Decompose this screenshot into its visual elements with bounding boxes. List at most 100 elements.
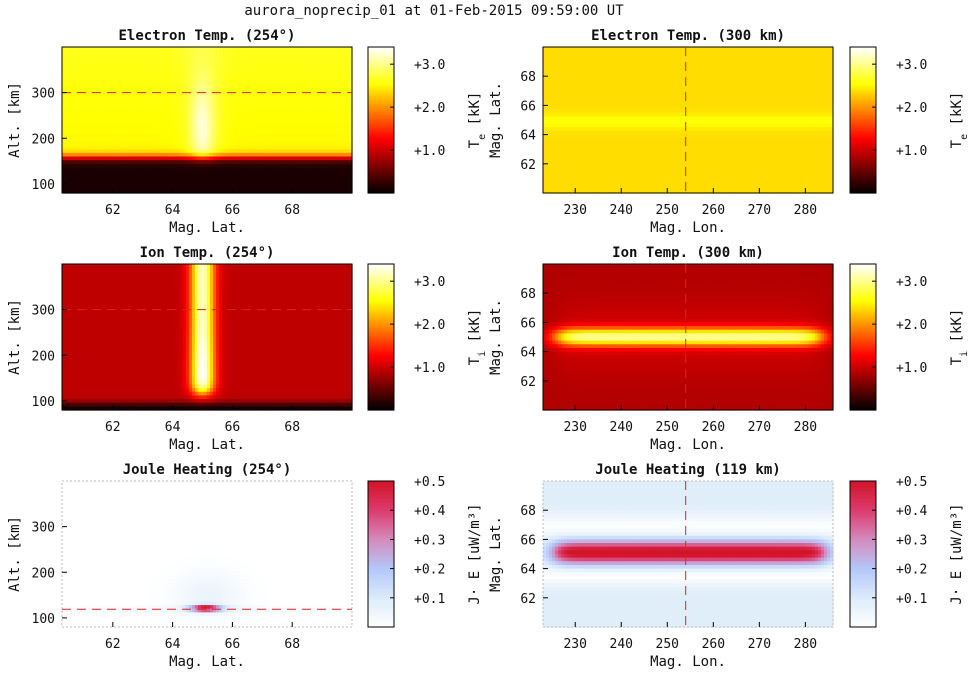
- heatmap-cell: [71, 105, 75, 110]
- heatmap-cell: [185, 163, 190, 169]
- heatmap-cell: [158, 54, 163, 59]
- heatmap-cell: [125, 171, 130, 176]
- heatmap-cell: [294, 57, 299, 63]
- heatmap-cell: [333, 54, 338, 59]
- heatmap-cell: [306, 152, 311, 158]
- heatmap-cell: [95, 149, 99, 154]
- heatmap-cell: [324, 171, 329, 176]
- heatmap-cell: [110, 178, 114, 183]
- heatmap-cell: [89, 134, 93, 139]
- heatmap-cell: [273, 120, 278, 125]
- heatmap-cell: [101, 76, 105, 81]
- heatmap-cell: [188, 171, 193, 176]
- heatmap-cell: [62, 61, 66, 66]
- heatmap-cell: [131, 127, 136, 132]
- heatmap-cell: [315, 141, 320, 147]
- heatmap-cell: [213, 109, 217, 114]
- heatmap-cell: [300, 138, 305, 143]
- heatmap-cell: [291, 120, 296, 125]
- heatmap-cell: [140, 149, 145, 154]
- heatmap-cell: [297, 123, 302, 128]
- heatmap-cell: [137, 47, 142, 52]
- heatmap-cell: [203, 134, 208, 139]
- heatmap-cell: [77, 127, 81, 132]
- heatmap-cell: [134, 130, 139, 136]
- heatmap-cell: [267, 141, 272, 147]
- heatmap-cell: [146, 54, 151, 59]
- heatmap-cell: [339, 57, 344, 63]
- heatmap-cell: [345, 50, 350, 55]
- heatmap-cell: [92, 178, 96, 183]
- heatmap-cell: [119, 182, 124, 187]
- heatmap-cell: [315, 57, 320, 63]
- heatmap-cell: [149, 79, 154, 85]
- heatmap-cell: [333, 149, 338, 154]
- heatmap-cell: [161, 98, 166, 103]
- heatmap-cell: [179, 178, 184, 183]
- heatmap-cell: [179, 109, 184, 114]
- heatmap-cell: [134, 167, 139, 172]
- heatmap-cell: [197, 160, 202, 165]
- heatmap-cell: [246, 116, 250, 121]
- heatmap-cell: [348, 152, 353, 158]
- heatmap-cell: [173, 174, 178, 179]
- heatmap-cell: [228, 149, 232, 154]
- heatmap-cell: [219, 149, 223, 154]
- heatmap-cell: [276, 130, 281, 136]
- heatmap-cell: [164, 47, 169, 52]
- colorbar-tick-label: +1.0: [414, 144, 445, 159]
- heatmap-cell: [173, 149, 178, 154]
- heatmap-cell: [312, 109, 317, 114]
- heatmap-cell: [185, 149, 190, 154]
- heatmap-cell: [306, 174, 311, 179]
- heatmap-cell: [219, 98, 223, 103]
- heatmap-cell: [158, 171, 163, 176]
- heatmap-cell: [288, 182, 293, 187]
- heatmap-cell: [312, 116, 317, 121]
- heatmap-cell: [167, 178, 172, 183]
- heatmap-cell: [173, 156, 178, 161]
- heatmap-cell: [225, 134, 229, 139]
- heatmap-cell: [249, 178, 253, 183]
- heatmap-cell: [83, 87, 87, 92]
- heatmap-cell: [240, 152, 244, 158]
- heatmap-cell: [228, 152, 232, 158]
- heatmap-cell: [240, 101, 244, 106]
- heatmap-cell: [300, 123, 305, 128]
- heatmap-cell: [300, 87, 305, 92]
- heatmap-cell: [188, 54, 193, 59]
- heatmap-cell: [71, 112, 75, 117]
- heatmap-cell: [249, 83, 253, 88]
- heatmap-cell: [65, 65, 69, 70]
- heatmap-cell: [194, 57, 199, 63]
- heatmap-cell: [161, 123, 166, 128]
- heatmap-cell: [330, 87, 335, 92]
- heatmap-cell: [288, 79, 293, 85]
- heatmap-cell: [125, 160, 130, 165]
- heatmap-cell: [234, 145, 238, 150]
- heatmap-cell: [243, 160, 247, 165]
- heatmap-cell: [188, 138, 193, 143]
- heatmap-cell: [74, 116, 78, 121]
- heatmap-cell: [158, 167, 163, 172]
- heatmap-cell: [125, 123, 130, 128]
- heatmap-cell: [312, 145, 317, 150]
- heatmap-cell: [137, 76, 142, 81]
- heatmap-cell: [191, 120, 196, 125]
- heatmap-cell: [80, 109, 84, 114]
- heatmap-cell: [182, 94, 187, 99]
- heatmap-cell: [264, 61, 269, 66]
- heatmap-cell: [176, 160, 181, 165]
- heatmap-cell: [231, 94, 235, 99]
- heatmap-cell: [315, 54, 320, 59]
- heatmap-cell: [65, 98, 69, 103]
- heatmap-cell: [321, 130, 326, 136]
- heatmap-cell: [146, 68, 151, 74]
- heatmap-cell: [324, 141, 329, 147]
- heatmap-cell: [98, 174, 102, 179]
- heatmap-cell: [327, 123, 332, 128]
- heatmap-cell: [74, 160, 78, 165]
- heatmap-cell: [306, 98, 311, 103]
- heatmap-cell: [185, 138, 190, 143]
- heatmap-cell: [80, 167, 84, 172]
